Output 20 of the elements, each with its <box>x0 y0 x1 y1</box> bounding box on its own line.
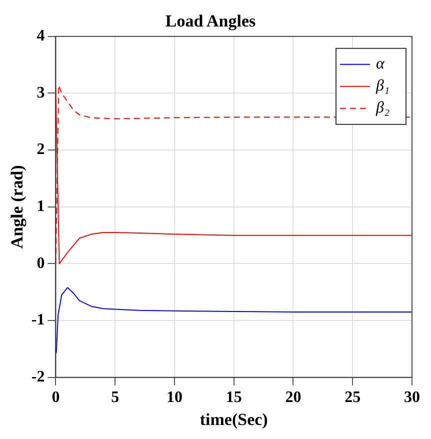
x-tick-label: 15 <box>226 389 242 406</box>
y-tick-label: 2 <box>36 141 45 158</box>
legend-label: β₁ <box>375 78 390 95</box>
y-tick-label: -1 <box>31 312 45 329</box>
y-tick-label: 4 <box>36 28 45 45</box>
x-axis-title: time(Sec) <box>200 410 268 430</box>
x-tick-label: 30 <box>404 389 420 406</box>
legend-label: α <box>376 56 385 73</box>
chart-title: Load Angles <box>165 12 256 31</box>
x-tick-label: 0 <box>52 389 60 406</box>
y-tick-label: 1 <box>36 198 45 216</box>
x-tick-label: 20 <box>285 389 302 406</box>
y-tick-label: -2 <box>31 368 45 386</box>
x-tick-label: 25 <box>344 389 361 406</box>
y-tick-label: 3 <box>36 84 45 102</box>
x-tick-label: 10 <box>166 389 182 406</box>
y-axis-title: Angle (rad) <box>8 165 27 249</box>
y-tick-label: 0 <box>36 254 45 272</box>
x-tick-label: 5 <box>111 389 120 406</box>
legend-label: β₂ <box>375 100 390 117</box>
